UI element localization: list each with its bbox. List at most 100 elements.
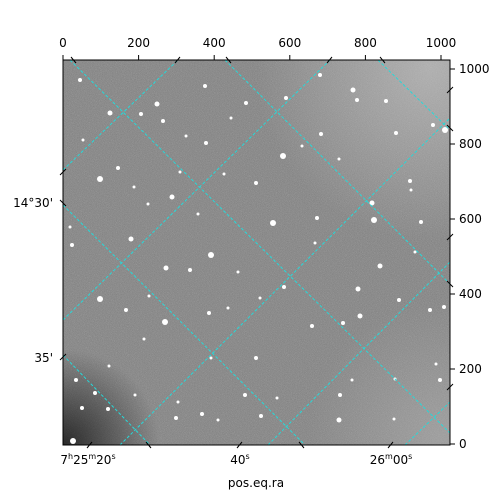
star bbox=[243, 393, 247, 397]
star bbox=[68, 225, 72, 229]
star bbox=[74, 378, 78, 382]
grid-line bbox=[377, 60, 450, 131]
top-pixel-axis: 0 200 400 600 800 1000 bbox=[59, 36, 456, 60]
star bbox=[369, 200, 375, 206]
star bbox=[116, 166, 120, 170]
grid-line bbox=[63, 204, 306, 445]
star bbox=[431, 123, 435, 127]
top-tick-label: 1000 bbox=[426, 36, 457, 50]
grid-line bbox=[224, 60, 450, 285]
grid-line bbox=[404, 401, 450, 445]
star bbox=[188, 268, 192, 272]
star bbox=[162, 319, 168, 325]
right-tick-label: 400 bbox=[459, 287, 482, 301]
star bbox=[106, 407, 110, 411]
top-tick-label: 0 bbox=[59, 36, 67, 50]
star bbox=[310, 324, 314, 328]
star bbox=[184, 134, 188, 138]
star bbox=[128, 236, 134, 242]
star bbox=[259, 414, 263, 418]
star bbox=[357, 313, 363, 319]
star bbox=[408, 179, 412, 183]
star bbox=[318, 73, 322, 77]
top-tick-label: 600 bbox=[278, 36, 301, 50]
star bbox=[280, 153, 286, 159]
star bbox=[209, 356, 213, 360]
star bbox=[208, 252, 214, 258]
star bbox=[196, 212, 200, 216]
star bbox=[300, 144, 304, 148]
star bbox=[80, 406, 84, 410]
grid-line bbox=[69, 60, 450, 434]
star bbox=[394, 131, 398, 135]
celestial-ticks bbox=[59, 56, 454, 449]
star bbox=[438, 378, 442, 382]
star bbox=[336, 417, 342, 423]
star bbox=[97, 176, 103, 182]
x-axis-label: pos.eq.ra bbox=[228, 476, 284, 490]
star bbox=[139, 112, 143, 116]
star bbox=[163, 265, 169, 271]
star bbox=[270, 220, 276, 226]
bottom-ra-label: 26m00s bbox=[370, 452, 413, 467]
star bbox=[413, 250, 417, 254]
star bbox=[222, 172, 226, 176]
star bbox=[133, 393, 137, 397]
stars bbox=[68, 73, 448, 444]
star bbox=[377, 263, 383, 269]
star-field-image bbox=[63, 60, 450, 445]
star bbox=[93, 391, 97, 395]
bottom-ra-label: 40s bbox=[230, 452, 249, 467]
star bbox=[81, 138, 85, 142]
grid-line bbox=[267, 261, 450, 445]
image-frame bbox=[62, 59, 451, 446]
star bbox=[226, 306, 230, 310]
star bbox=[428, 308, 432, 312]
grid-line bbox=[119, 117, 450, 445]
star bbox=[434, 362, 438, 366]
top-tick-label: 400 bbox=[203, 36, 226, 50]
star bbox=[319, 132, 323, 136]
star bbox=[97, 296, 103, 302]
star bbox=[147, 294, 151, 298]
star bbox=[338, 393, 342, 397]
star bbox=[169, 194, 175, 200]
star bbox=[371, 217, 377, 223]
star bbox=[107, 364, 111, 368]
right-tick-label: 200 bbox=[459, 362, 482, 376]
star bbox=[355, 286, 361, 292]
star bbox=[442, 127, 448, 133]
star bbox=[178, 170, 182, 174]
star bbox=[258, 296, 262, 300]
star bbox=[275, 396, 279, 400]
left-dec-label: 14°30' bbox=[13, 196, 53, 210]
star bbox=[337, 157, 341, 161]
star bbox=[315, 216, 319, 220]
star bbox=[146, 202, 150, 206]
star bbox=[350, 87, 356, 93]
left-dec-label: 35' bbox=[34, 351, 53, 365]
star bbox=[154, 101, 160, 107]
star bbox=[284, 96, 288, 100]
star bbox=[442, 305, 446, 309]
star bbox=[282, 285, 286, 289]
star bbox=[142, 337, 146, 341]
star bbox=[107, 110, 113, 116]
star bbox=[161, 119, 165, 123]
top-tick-label: 200 bbox=[127, 36, 150, 50]
star bbox=[341, 321, 345, 325]
star bbox=[176, 400, 180, 404]
grid-line bbox=[63, 354, 151, 445]
star bbox=[124, 308, 128, 312]
star bbox=[313, 241, 317, 245]
right-tick-label: 1000 bbox=[459, 62, 490, 76]
right-tick-label: 0 bbox=[459, 437, 467, 451]
grid-line bbox=[63, 60, 179, 171]
star bbox=[350, 378, 354, 382]
grid-line bbox=[63, 60, 331, 321]
coordinate-grid bbox=[63, 60, 450, 445]
star bbox=[207, 311, 211, 315]
star bbox=[244, 101, 248, 105]
star bbox=[204, 141, 208, 145]
